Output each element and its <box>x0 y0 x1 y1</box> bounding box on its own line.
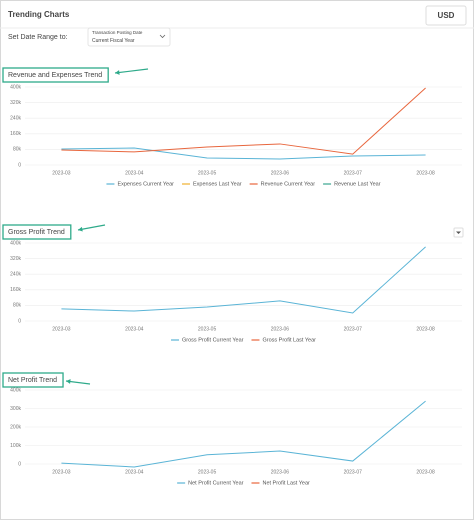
series-line <box>61 400 426 468</box>
y-tick-label: 320k <box>10 256 21 262</box>
annotation-arrow-head <box>66 379 71 384</box>
legend-label: Gross Profit Last Year <box>262 337 316 343</box>
x-tick-label: 2023-07 <box>344 170 363 176</box>
dropdown-caret <box>159 34 166 39</box>
y-tick-label: 160k <box>10 131 21 137</box>
legend-label: Net Profit Last Year <box>262 480 310 486</box>
section-title-box <box>2 372 64 388</box>
page-title: Trending Charts <box>8 10 70 19</box>
x-tick-label: 2023-06 <box>271 326 290 332</box>
y-tick-label: 320k <box>10 100 21 106</box>
currency-label: USD <box>438 11 455 20</box>
date-dropdown[interactable] <box>87 27 171 47</box>
y-tick-label: 0 <box>18 461 21 467</box>
legend-label: Revenue Last Year <box>334 181 381 187</box>
x-tick-label: 2023-07 <box>344 469 363 475</box>
annotation-arrow-head <box>78 226 83 232</box>
legend-label: Revenue Current Year <box>261 181 316 187</box>
y-tick-label: 80k <box>13 303 22 309</box>
y-tick-label: 0 <box>18 162 21 168</box>
x-tick-label: 2023-03 <box>52 326 71 332</box>
currency-button[interactable] <box>425 5 467 26</box>
x-tick-label: 2023-04 <box>125 326 144 332</box>
y-tick-label: 400k <box>10 387 21 393</box>
x-tick-label: 2023-03 <box>52 170 71 176</box>
section-title: Revenue and Expenses Trend <box>8 72 102 79</box>
x-tick-label: 2023-06 <box>271 469 290 475</box>
x-tick-label: 2023-03 <box>52 469 71 475</box>
section-title: Gross Profit Trend <box>8 229 65 236</box>
y-tick-label: 160k <box>10 287 21 293</box>
date-range-label: Set Date Range to: <box>8 34 68 41</box>
annotation-arrow-head <box>115 70 120 75</box>
series-line <box>61 147 426 160</box>
y-tick-label: 0 <box>18 318 21 324</box>
legend-label: Gross Profit Current Year <box>182 337 244 343</box>
x-tick-label: 2023-05 <box>198 469 217 475</box>
annotation-arrow <box>114 68 149 74</box>
y-tick-label: 200k <box>10 424 21 430</box>
x-tick-label: 2023-04 <box>125 469 144 475</box>
x-tick-label: 2023-04 <box>125 170 144 176</box>
section-title-box <box>2 224 72 240</box>
legend-label: Expenses Current Year <box>117 181 174 187</box>
section-title: Net Profit Trend <box>8 377 57 384</box>
legend-label: Net Profit Current Year <box>188 480 244 486</box>
legend-label: Expenses Last Year <box>193 181 242 187</box>
section-title-box <box>2 67 109 83</box>
y-tick-label: 300k <box>10 406 21 412</box>
x-tick-label: 2023-08 <box>416 326 435 332</box>
y-tick-label: 400k <box>10 240 21 246</box>
y-tick-label: 400k <box>10 84 21 90</box>
x-tick-label: 2023-05 <box>198 326 217 332</box>
y-tick-label: 80k <box>13 147 22 153</box>
chart-menu-caret <box>456 231 461 234</box>
y-tick-label: 240k <box>10 116 21 122</box>
annotation-arrow <box>77 224 106 231</box>
date-value: Current Fiscal Year <box>92 38 135 44</box>
x-tick-label: 2023-08 <box>416 469 435 475</box>
date-field: Transaction Posting Date <box>92 30 143 35</box>
x-tick-label: 2023-08 <box>416 170 435 176</box>
series-line <box>61 87 426 155</box>
x-tick-label: 2023-05 <box>198 170 217 176</box>
y-tick-label: 100k <box>10 443 21 449</box>
series-line <box>61 246 426 314</box>
y-tick-label: 240k <box>10 272 21 278</box>
x-tick-label: 2023-06 <box>271 170 290 176</box>
x-tick-label: 2023-07 <box>344 326 363 332</box>
